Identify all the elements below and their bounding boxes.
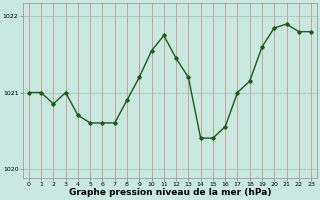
X-axis label: Graphe pression niveau de la mer (hPa): Graphe pression niveau de la mer (hPa) bbox=[69, 188, 271, 197]
